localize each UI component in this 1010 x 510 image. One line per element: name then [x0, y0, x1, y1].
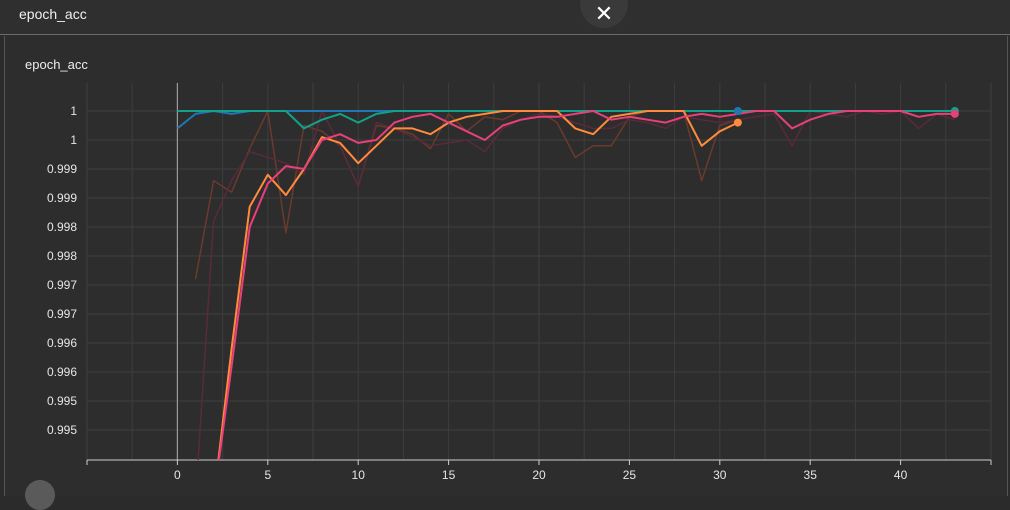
x-tick-label: 20 — [532, 468, 546, 482]
y-tick-label: 0.998 — [47, 220, 77, 234]
series-line — [217, 110, 739, 460]
top-bar-title: epoch_acc — [19, 6, 87, 22]
x-tick-label: 35 — [804, 468, 818, 482]
x-tick-label: 5 — [264, 468, 271, 482]
x-tick-label: 15 — [442, 468, 456, 482]
y-tick-label: 0.999 — [47, 191, 77, 205]
x-tick-label: 25 — [623, 468, 637, 482]
y-tick-label: 0.996 — [47, 365, 77, 379]
x-tick-label: 10 — [352, 468, 366, 482]
y-tick-label: 0.996 — [47, 336, 77, 350]
y-tick-label: 0.995 — [47, 394, 77, 408]
y-tick-label: 0.997 — [47, 278, 77, 292]
raw-series-line — [197, 110, 956, 460]
y-tick-label: 1 — [70, 133, 77, 147]
y-tick-label: 0.995 — [47, 423, 77, 437]
series-group — [176, 110, 956, 460]
series-line — [217, 110, 955, 460]
series-end-marker — [733, 107, 742, 115]
y-tick-label: 0.998 — [47, 249, 77, 263]
y-tick-label: 0.997 — [47, 307, 77, 321]
series-line — [177, 110, 955, 130]
fab-button[interactable] — [25, 480, 55, 510]
top-bar: epoch_acc — [0, 0, 1010, 35]
close-icon: ✕ — [594, 1, 614, 26]
x-tick-label: 30 — [713, 468, 727, 482]
line-chart[interactable]: 1 1 0.999 0.999 0.998 0.998 0.997 0.997 0.996 0.9… — [0, 0, 1010, 490]
y-tick-label: 0.999 — [47, 162, 77, 176]
raw-series-line — [194, 110, 739, 280]
y-tick-label: 1 — [70, 104, 77, 118]
x-tick-label: 40 — [894, 468, 908, 482]
series-end-marker — [733, 118, 742, 127]
series-end-marker — [950, 109, 959, 118]
chart-title: epoch_acc — [25, 57, 88, 72]
x-tick-label: 0 — [174, 468, 181, 482]
